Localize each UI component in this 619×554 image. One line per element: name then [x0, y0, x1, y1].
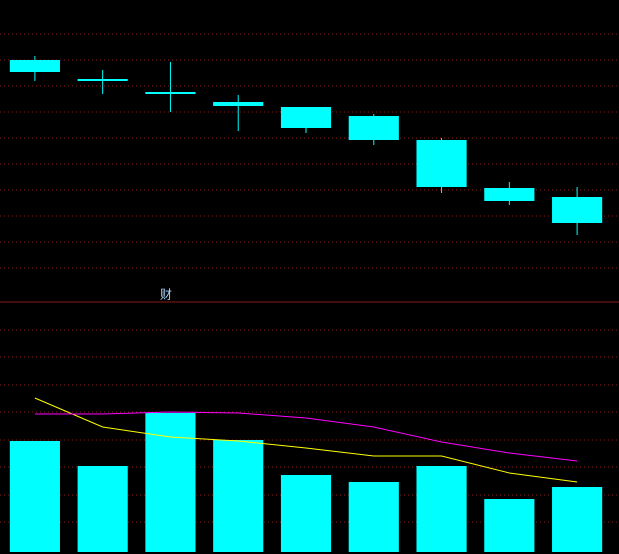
- volume-bar: [145, 413, 196, 552]
- annotation: 财: [160, 288, 172, 302]
- volume-bar: [416, 466, 467, 552]
- volume-bar: [552, 487, 603, 552]
- candle-body: [9, 60, 60, 72]
- volume-bar: [213, 440, 264, 552]
- candle-body: [484, 188, 535, 201]
- candle-body: [416, 140, 467, 187]
- candle-body: [77, 79, 128, 81]
- volume-bar: [348, 482, 399, 552]
- candle-body: [552, 197, 603, 223]
- moving-average-line: [34, 411, 578, 462]
- volume-bar: [9, 441, 60, 552]
- candle-body: [348, 116, 399, 140]
- candle-body: [280, 107, 332, 128]
- candle-body: [213, 102, 264, 106]
- moving-average-line: [34, 397, 578, 483]
- volume-bar: [280, 475, 332, 552]
- volume-bar: [484, 499, 535, 552]
- volume-bar: [77, 466, 128, 552]
- candle-body: [145, 92, 196, 94]
